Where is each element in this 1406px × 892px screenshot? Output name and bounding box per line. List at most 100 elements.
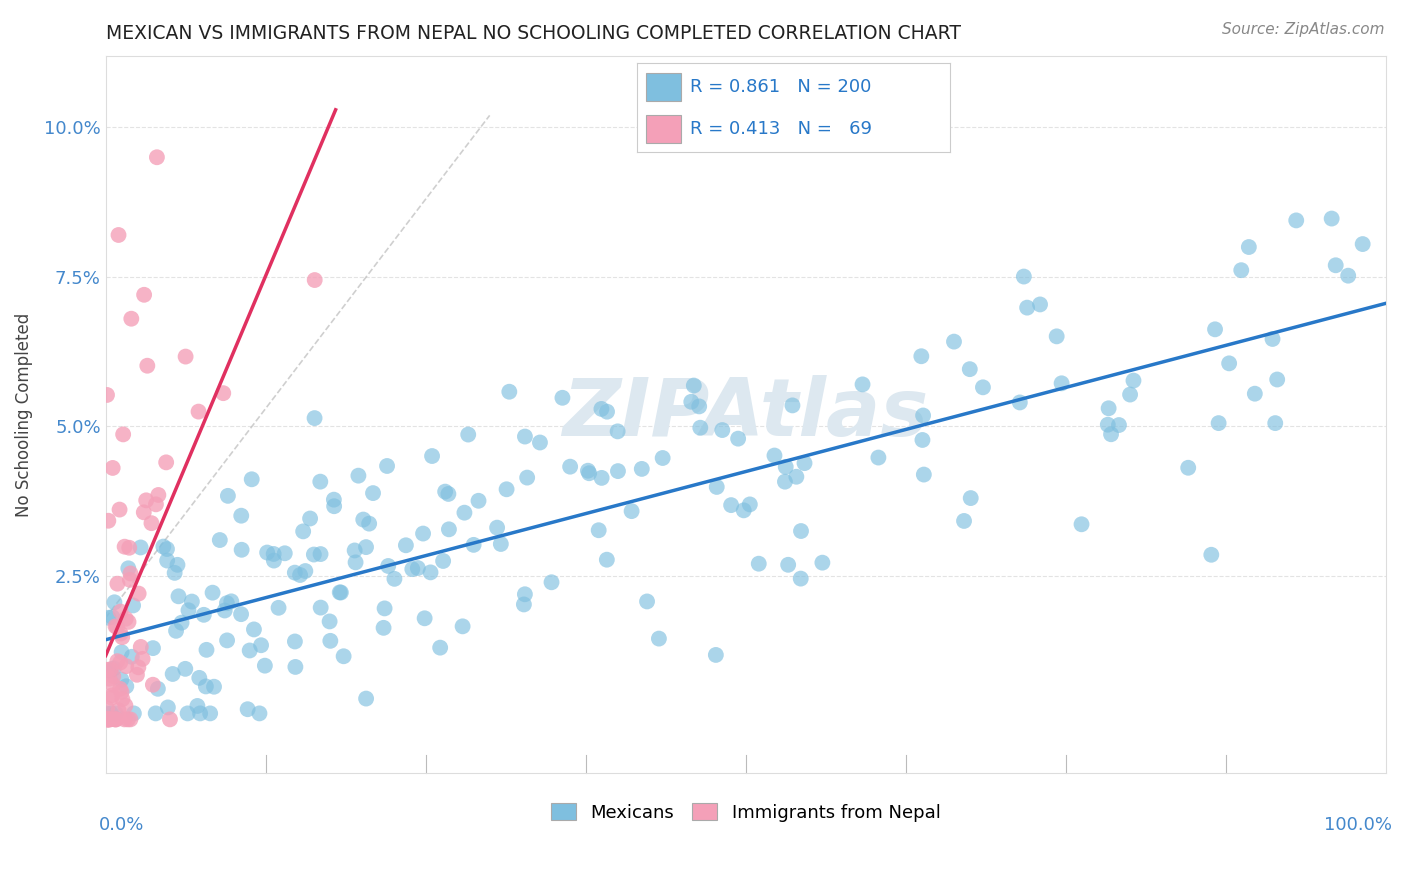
Point: [163, 566, 186, 580]
Point: [323, 500, 346, 514]
Point: [1265, 372, 1288, 386]
Point: [620, 504, 643, 518]
Point: [560, 459, 582, 474]
Point: [96, 712, 118, 726]
Point: [263, 553, 285, 567]
Point: [607, 464, 630, 478]
Point: [401, 562, 423, 576]
Point: [332, 649, 354, 664]
Point: [122, 599, 145, 613]
Point: [1070, 517, 1092, 532]
Point: [463, 538, 485, 552]
Point: [329, 585, 352, 599]
Point: [284, 634, 307, 648]
Point: [1204, 322, 1226, 336]
Point: [215, 596, 238, 610]
Point: [96, 712, 118, 726]
Point: [1046, 329, 1069, 343]
Point: [256, 545, 278, 559]
Point: [432, 554, 454, 568]
Point: [778, 558, 800, 572]
Point: [322, 492, 344, 507]
Point: [103, 595, 125, 609]
Point: [775, 459, 797, 474]
Point: [343, 543, 366, 558]
Point: [240, 472, 263, 486]
Point: [911, 433, 934, 447]
Point: [156, 541, 179, 556]
Point: [636, 594, 658, 608]
Point: [97, 514, 120, 528]
Point: [217, 633, 239, 648]
Point: [1008, 395, 1031, 409]
Point: [578, 467, 600, 481]
Point: [128, 586, 150, 600]
Point: [748, 557, 770, 571]
Point: [120, 712, 142, 726]
Point: [111, 630, 134, 644]
Point: [309, 600, 332, 615]
Point: [319, 633, 342, 648]
Point: [98, 712, 121, 726]
Point: [513, 587, 536, 601]
Point: [231, 542, 253, 557]
Point: [188, 671, 211, 685]
Point: [96, 706, 118, 721]
Point: [395, 538, 418, 552]
Point: [1097, 417, 1119, 432]
Text: MEXICAN VS IMMIGRANTS FROM NEPAL NO SCHOOLING COMPLETED CORRELATION CHART: MEXICAN VS IMMIGRANTS FROM NEPAL NO SCHO…: [105, 24, 960, 43]
Point: [122, 706, 145, 721]
Point: [284, 566, 307, 580]
Point: [682, 378, 704, 392]
Legend: Mexicans, Immigrants from Nepal: Mexicans, Immigrants from Nepal: [543, 796, 948, 829]
Point: [489, 537, 512, 551]
Point: [107, 703, 129, 717]
Point: [1351, 237, 1374, 252]
Point: [107, 576, 129, 591]
Point: [195, 643, 218, 657]
Point: [97, 712, 120, 726]
Point: [166, 558, 188, 572]
Point: [146, 681, 169, 696]
Point: [142, 641, 165, 656]
Point: [170, 615, 193, 630]
Point: [146, 150, 169, 164]
Point: [187, 404, 209, 418]
Point: [193, 607, 215, 622]
Point: [354, 691, 377, 706]
Point: [129, 640, 152, 654]
Point: [111, 692, 134, 706]
Point: [167, 590, 190, 604]
Point: [412, 526, 434, 541]
Point: [1108, 418, 1130, 433]
Point: [591, 471, 613, 485]
Point: [972, 380, 994, 394]
Point: [145, 706, 167, 721]
Point: [1012, 269, 1035, 284]
Point: [1230, 263, 1253, 277]
Point: [318, 615, 340, 629]
Text: Source: ZipAtlas.com: Source: ZipAtlas.com: [1222, 22, 1385, 37]
Point: [648, 632, 671, 646]
Point: [142, 678, 165, 692]
Point: [304, 411, 326, 425]
Point: [688, 400, 710, 414]
Point: [188, 706, 211, 721]
Point: [115, 659, 138, 673]
Point: [96, 663, 118, 677]
Point: [118, 541, 141, 555]
Point: [107, 227, 129, 242]
Point: [309, 475, 332, 489]
Point: [288, 568, 311, 582]
Point: [551, 391, 574, 405]
Point: [98, 664, 121, 678]
Point: [516, 470, 538, 484]
Point: [198, 706, 221, 721]
Point: [114, 698, 136, 713]
Point: [959, 491, 981, 505]
Point: [134, 287, 156, 301]
Point: [131, 652, 153, 666]
Point: [101, 461, 124, 475]
Point: [912, 409, 935, 423]
Point: [263, 547, 285, 561]
